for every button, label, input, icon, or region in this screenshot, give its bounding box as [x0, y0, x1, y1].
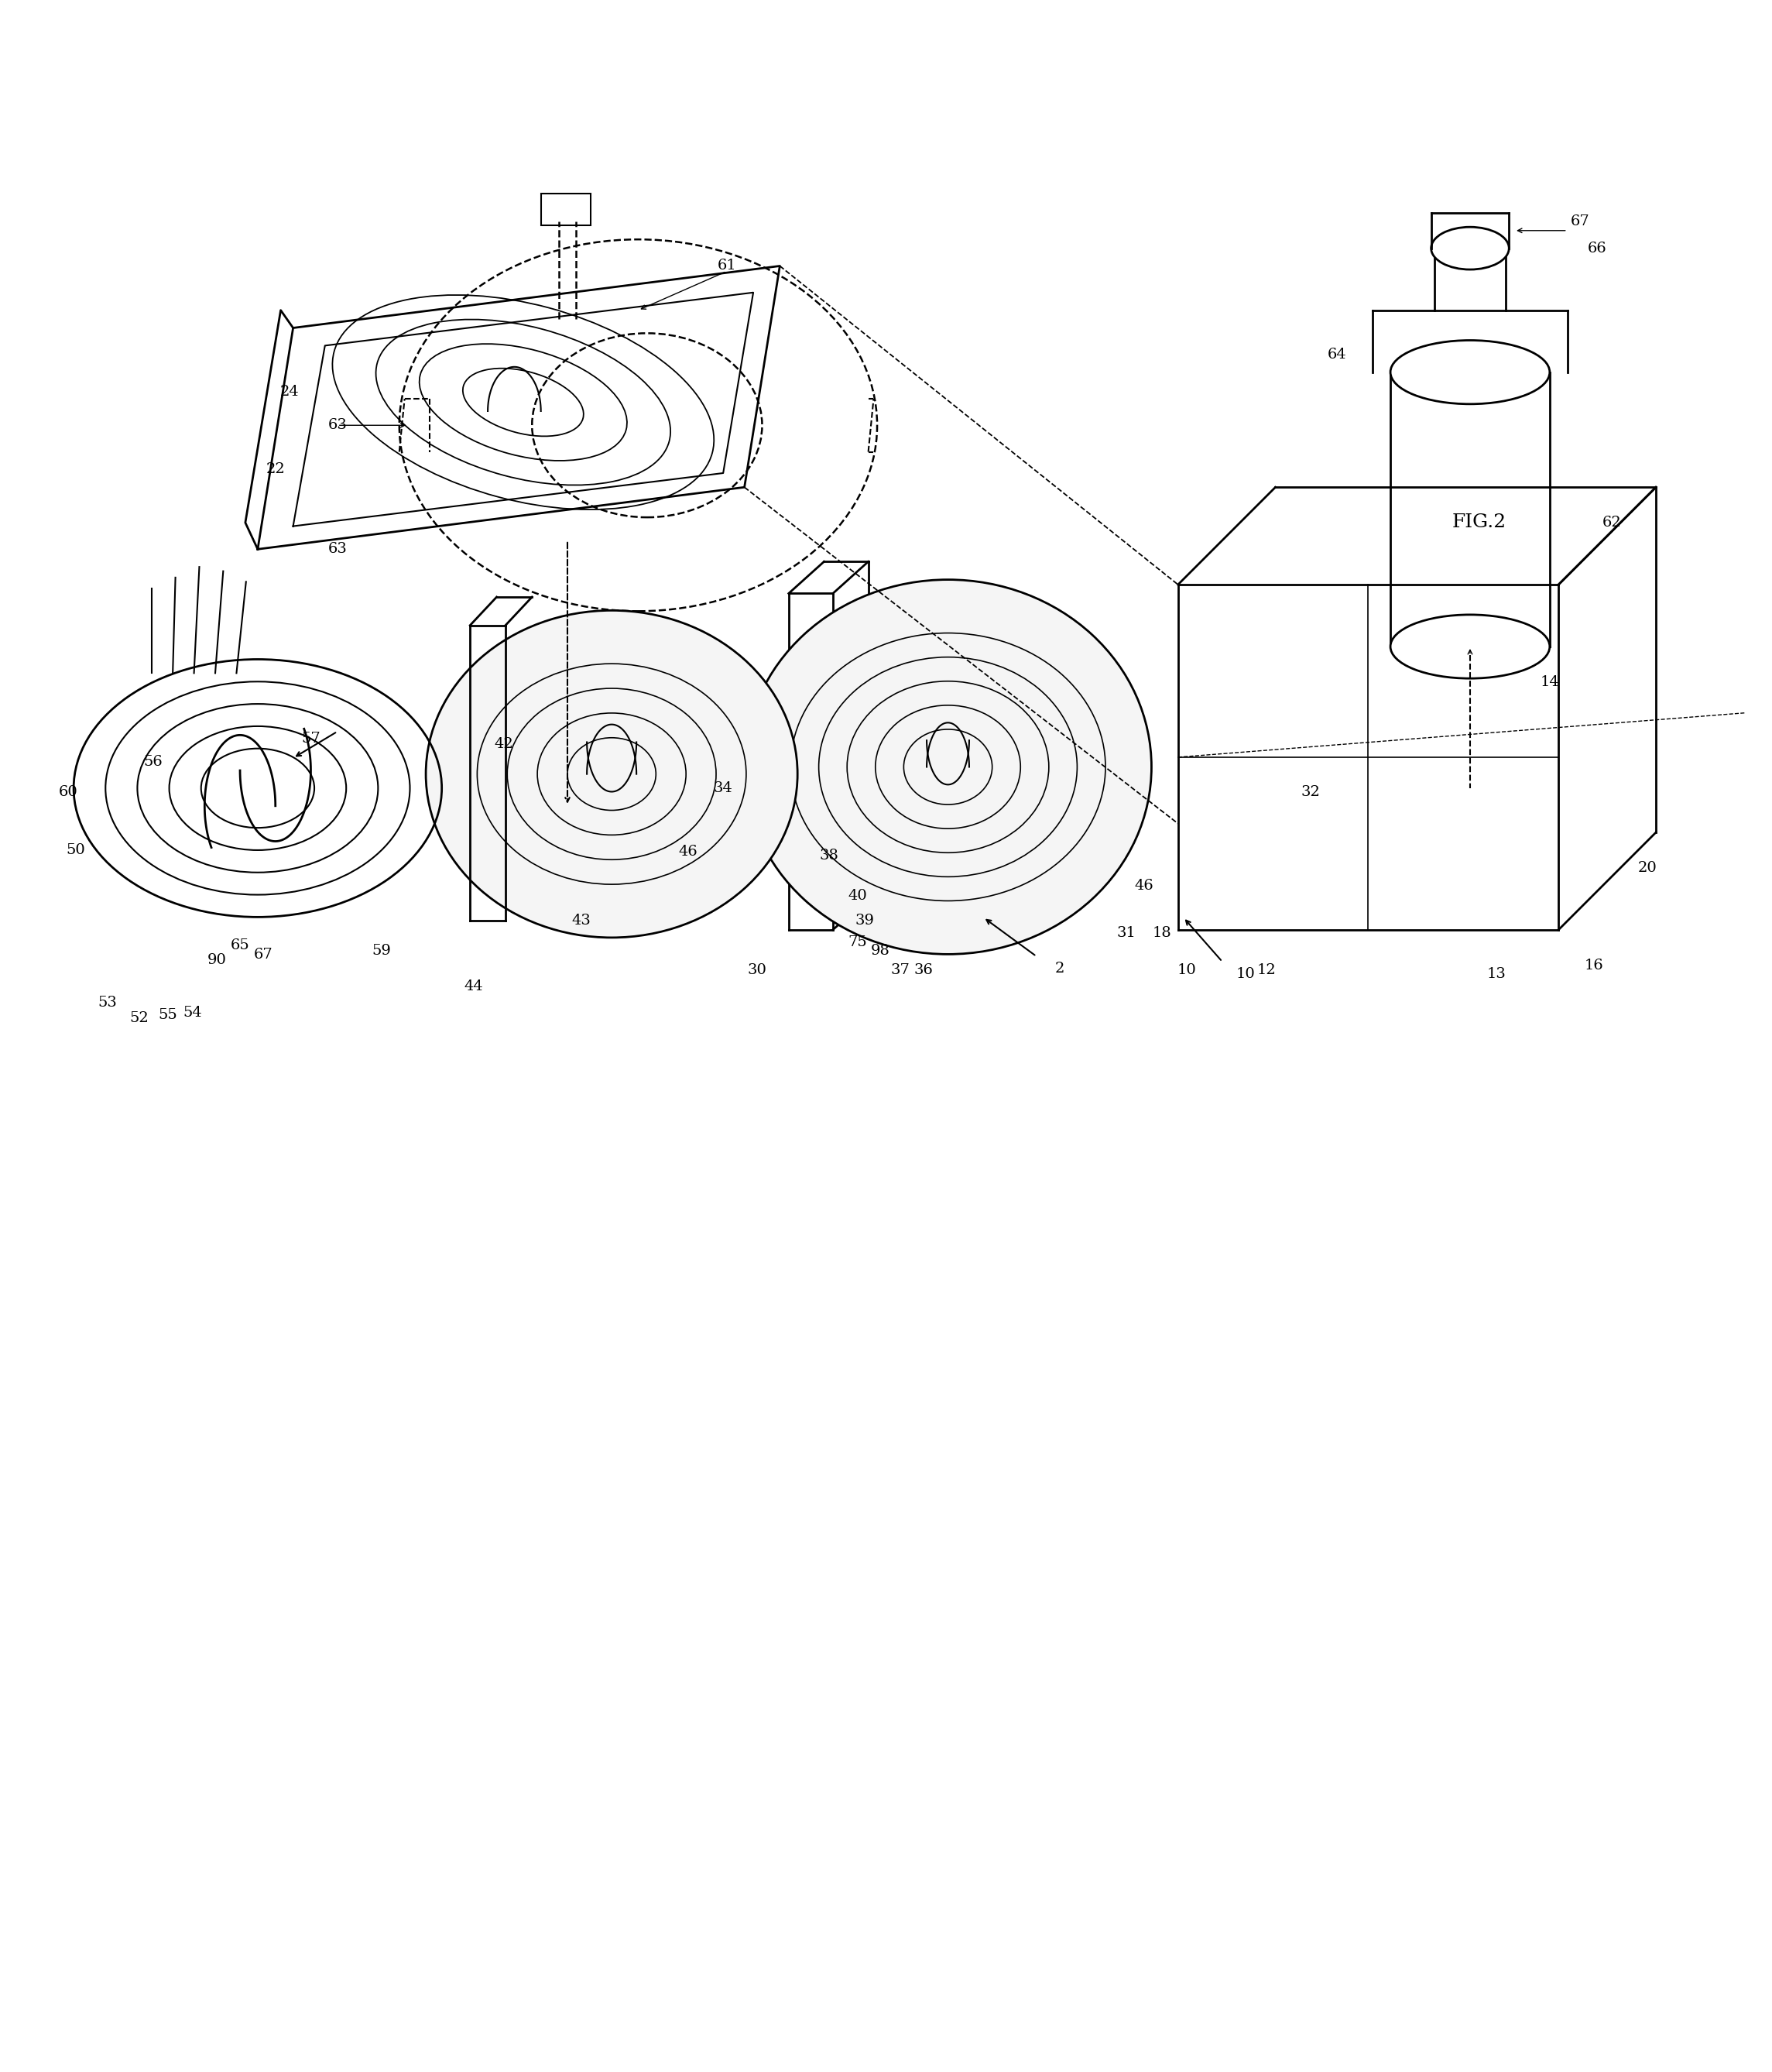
Text: FIG.2: FIG.2 — [1453, 514, 1506, 533]
Text: 31: 31 — [1116, 926, 1136, 941]
Text: 20: 20 — [1637, 860, 1657, 874]
Text: 18: 18 — [1152, 926, 1171, 941]
Text: 36: 36 — [914, 963, 932, 978]
Text: 30: 30 — [748, 963, 767, 978]
Text: 62: 62 — [1602, 516, 1621, 530]
Text: 60: 60 — [58, 785, 78, 798]
Text: 52: 52 — [129, 1011, 149, 1026]
Ellipse shape — [1391, 615, 1550, 678]
Text: 12: 12 — [1256, 963, 1276, 978]
Text: 43: 43 — [572, 914, 592, 928]
Text: 67: 67 — [253, 947, 273, 961]
Text: 65: 65 — [230, 939, 250, 953]
Text: 59: 59 — [372, 945, 392, 957]
Text: 44: 44 — [464, 980, 484, 992]
Text: 46: 46 — [1134, 879, 1154, 893]
Text: 54: 54 — [183, 1007, 202, 1019]
Text: 2: 2 — [1054, 961, 1065, 976]
Text: 42: 42 — [494, 738, 514, 750]
Text: 34: 34 — [714, 781, 734, 796]
Text: 90: 90 — [207, 953, 227, 968]
Text: 40: 40 — [849, 889, 867, 903]
Text: 63: 63 — [328, 543, 347, 555]
Text: 61: 61 — [718, 259, 737, 274]
Text: 55: 55 — [158, 1007, 177, 1021]
Text: 32: 32 — [1301, 785, 1320, 798]
Text: 56: 56 — [144, 754, 163, 769]
Text: 10: 10 — [1177, 963, 1196, 978]
Text: 46: 46 — [679, 845, 698, 860]
Text: 37: 37 — [891, 963, 909, 978]
Text: 14: 14 — [1540, 675, 1559, 688]
Ellipse shape — [1432, 228, 1510, 269]
Ellipse shape — [744, 580, 1152, 955]
Text: 24: 24 — [280, 385, 299, 398]
Text: 38: 38 — [820, 847, 838, 862]
Text: 22: 22 — [266, 462, 285, 477]
Text: 64: 64 — [1327, 348, 1347, 361]
Text: 67: 67 — [1570, 215, 1589, 228]
Text: 57: 57 — [301, 731, 321, 746]
Text: 75: 75 — [849, 934, 867, 949]
Ellipse shape — [425, 611, 797, 937]
Text: 63: 63 — [328, 419, 347, 433]
Text: 53: 53 — [97, 995, 117, 1009]
Text: 39: 39 — [856, 914, 874, 928]
Ellipse shape — [1391, 340, 1550, 404]
Text: 50: 50 — [66, 843, 85, 858]
Text: 13: 13 — [1487, 968, 1506, 980]
Text: 66: 66 — [1588, 240, 1607, 255]
Text: 10: 10 — [1235, 968, 1255, 980]
Text: 16: 16 — [1584, 957, 1604, 972]
Text: 98: 98 — [872, 945, 890, 957]
